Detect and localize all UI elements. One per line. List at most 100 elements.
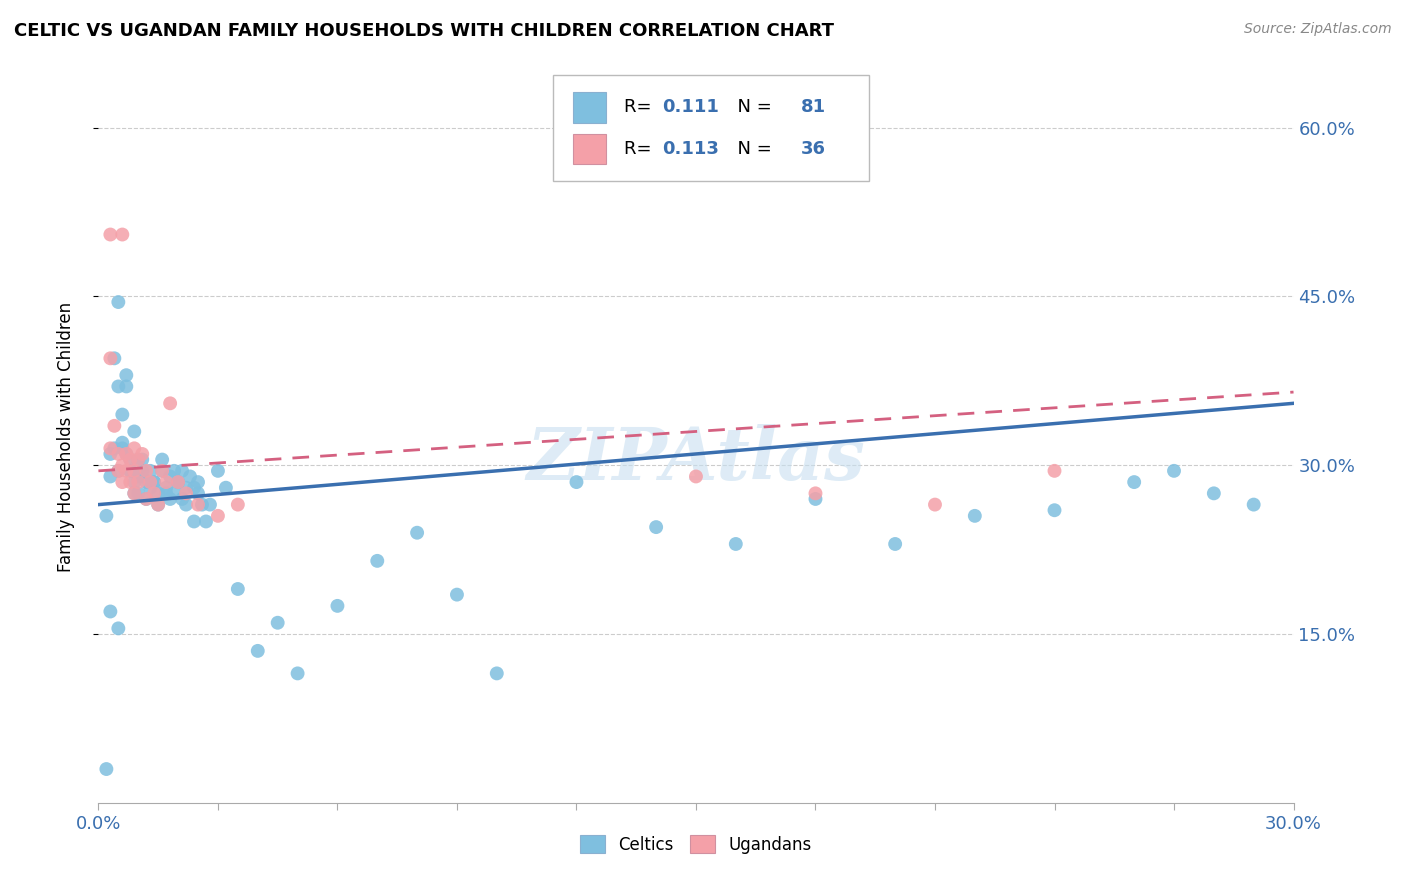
Point <box>127 469 149 483</box>
Point <box>139 464 162 478</box>
Text: ZIPAtlas: ZIPAtlas <box>527 424 865 494</box>
Point <box>804 486 827 500</box>
Point <box>120 475 142 489</box>
Point <box>1043 503 1066 517</box>
Point <box>124 475 146 489</box>
Text: Source: ZipAtlas.com: Source: ZipAtlas.com <box>1244 22 1392 37</box>
Point <box>1202 486 1225 500</box>
Point <box>287 666 309 681</box>
Point <box>159 491 181 506</box>
Point <box>191 498 214 512</box>
Point <box>115 368 138 383</box>
Point <box>167 475 190 489</box>
Point <box>1163 464 1185 478</box>
FancyBboxPatch shape <box>572 92 606 122</box>
Point <box>1043 464 1066 478</box>
Point <box>143 486 166 500</box>
Point <box>103 418 125 433</box>
Y-axis label: Family Households with Children: Family Households with Children <box>56 302 75 572</box>
Text: R=: R= <box>624 98 658 116</box>
Point <box>155 475 177 489</box>
Point <box>98 605 122 619</box>
Point <box>1123 475 1146 489</box>
Point <box>884 537 907 551</box>
Point <box>115 447 138 461</box>
Point <box>267 615 290 630</box>
Point <box>167 475 190 489</box>
Point <box>155 486 177 500</box>
Point <box>159 469 181 483</box>
Point <box>115 447 138 461</box>
Point <box>172 491 194 506</box>
FancyBboxPatch shape <box>572 134 606 164</box>
Point <box>163 486 186 500</box>
Point <box>96 762 118 776</box>
Point <box>187 498 209 512</box>
Point <box>207 508 229 523</box>
Point <box>215 481 238 495</box>
Point <box>150 464 173 478</box>
Point <box>127 452 149 467</box>
Point <box>724 537 747 551</box>
Legend: Celtics, Ugandans: Celtics, Ugandans <box>574 829 818 860</box>
Point <box>131 452 153 467</box>
Point <box>187 486 209 500</box>
Point <box>195 515 218 529</box>
Point <box>111 458 134 473</box>
Point <box>111 475 134 489</box>
Point <box>183 481 205 495</box>
Point <box>226 582 249 596</box>
Point <box>98 227 122 242</box>
Point <box>246 644 269 658</box>
Point <box>107 464 129 478</box>
Point <box>174 486 197 500</box>
Point <box>124 442 146 456</box>
Point <box>148 498 170 512</box>
Point <box>183 515 205 529</box>
Point <box>406 525 429 540</box>
Text: 81: 81 <box>801 98 827 116</box>
Point <box>107 295 129 310</box>
Point <box>124 486 146 500</box>
Point <box>131 447 153 461</box>
Text: 36: 36 <box>801 140 827 158</box>
Point <box>107 447 129 461</box>
Point <box>207 464 229 478</box>
Point <box>127 452 149 467</box>
Text: CELTIC VS UGANDAN FAMILY HOUSEHOLDS WITH CHILDREN CORRELATION CHART: CELTIC VS UGANDAN FAMILY HOUSEHOLDS WITH… <box>14 22 834 40</box>
Point <box>1243 498 1265 512</box>
Point <box>485 666 508 681</box>
Point <box>98 442 122 456</box>
Point <box>446 588 468 602</box>
Point <box>107 464 129 478</box>
Point <box>98 351 122 366</box>
Point <box>179 469 201 483</box>
Point <box>155 481 177 495</box>
Point <box>124 425 146 439</box>
FancyBboxPatch shape <box>553 75 869 181</box>
Point <box>107 621 129 635</box>
Point <box>127 475 149 489</box>
Point <box>143 475 166 489</box>
Point <box>326 599 349 613</box>
Point <box>135 491 157 506</box>
Point <box>111 408 134 422</box>
Point <box>174 498 197 512</box>
Point <box>167 475 190 489</box>
Text: R=: R= <box>624 140 658 158</box>
Point <box>143 475 166 489</box>
Text: 0.111: 0.111 <box>662 98 720 116</box>
Point <box>163 464 186 478</box>
Point <box>226 498 249 512</box>
Point <box>150 452 173 467</box>
Point <box>924 498 946 512</box>
Point <box>139 481 162 495</box>
Point <box>103 442 125 456</box>
Point <box>103 351 125 366</box>
Point <box>198 498 221 512</box>
Point <box>565 475 588 489</box>
Text: N =: N = <box>725 98 772 116</box>
Point <box>172 464 194 478</box>
Point <box>131 464 153 478</box>
Point <box>135 491 157 506</box>
